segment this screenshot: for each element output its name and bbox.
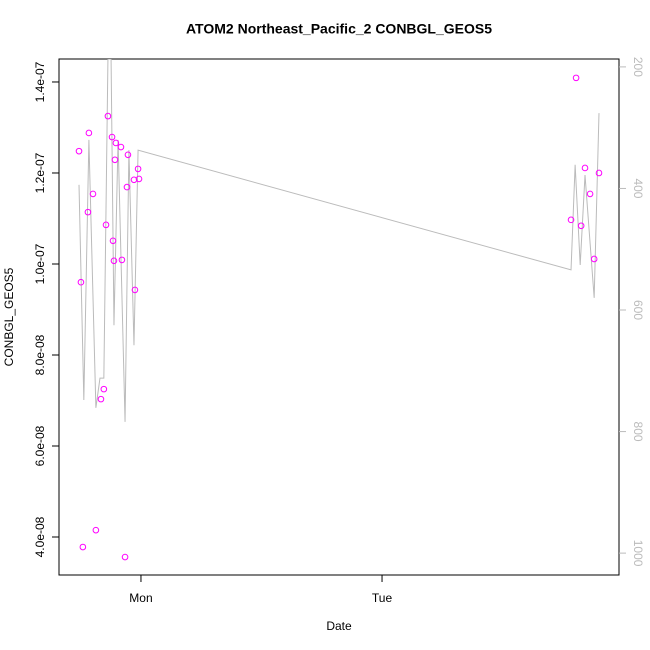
point — [118, 256, 126, 264]
y-tick-label: 1.4e-07 — [33, 61, 47, 102]
x-axis-label: Date — [326, 619, 352, 633]
y2-tick-label: 800 — [631, 422, 645, 442]
y-axis-label: CONBGL_GEOS5 — [2, 267, 16, 366]
point — [77, 278, 85, 286]
point — [111, 156, 119, 164]
y2-tick-label: 600 — [631, 300, 645, 320]
point — [135, 175, 143, 183]
point — [97, 395, 105, 403]
point — [102, 221, 110, 229]
y-tick-label: 1.0e-07 — [33, 243, 47, 284]
point — [124, 151, 132, 159]
point — [104, 112, 112, 120]
point — [92, 526, 100, 534]
point — [134, 165, 142, 173]
point — [590, 255, 598, 263]
y2-tick-label: 1000 — [631, 540, 645, 567]
plot-frame — [58, 58, 620, 576]
x-tick-label: Tue — [372, 591, 393, 605]
point — [595, 169, 603, 177]
point — [89, 190, 97, 198]
point — [108, 133, 116, 141]
point — [586, 190, 594, 198]
point — [110, 257, 118, 265]
point — [84, 208, 92, 216]
plot-area — [75, 59, 603, 561]
y-tick-label: 8.0e-08 — [33, 334, 47, 375]
y2-tick-label: 200 — [631, 57, 645, 77]
y-tick-label: 1.2e-07 — [33, 152, 47, 193]
y-tick-label: 6.0e-08 — [33, 425, 47, 466]
point — [117, 143, 125, 151]
point — [100, 385, 108, 393]
point — [112, 139, 120, 147]
point — [123, 183, 131, 191]
y2-axis: 200 400 600 800 1000 — [619, 57, 645, 567]
point — [79, 543, 87, 551]
point — [75, 147, 83, 155]
y-tick-label: 4.0e-08 — [33, 516, 47, 557]
y2-tick-label: 400 — [631, 178, 645, 198]
point — [567, 216, 575, 224]
point — [581, 164, 589, 172]
point — [131, 286, 139, 294]
x-tick-label: Mon — [129, 591, 152, 605]
point — [121, 553, 129, 561]
line — [78, 59, 600, 422]
point — [572, 74, 580, 82]
point — [109, 237, 117, 245]
point — [577, 222, 585, 230]
chart-title: ATOM2 Northeast_Pacific_2 CONBGL_GEOS5 — [186, 21, 492, 37]
point — [85, 129, 93, 137]
